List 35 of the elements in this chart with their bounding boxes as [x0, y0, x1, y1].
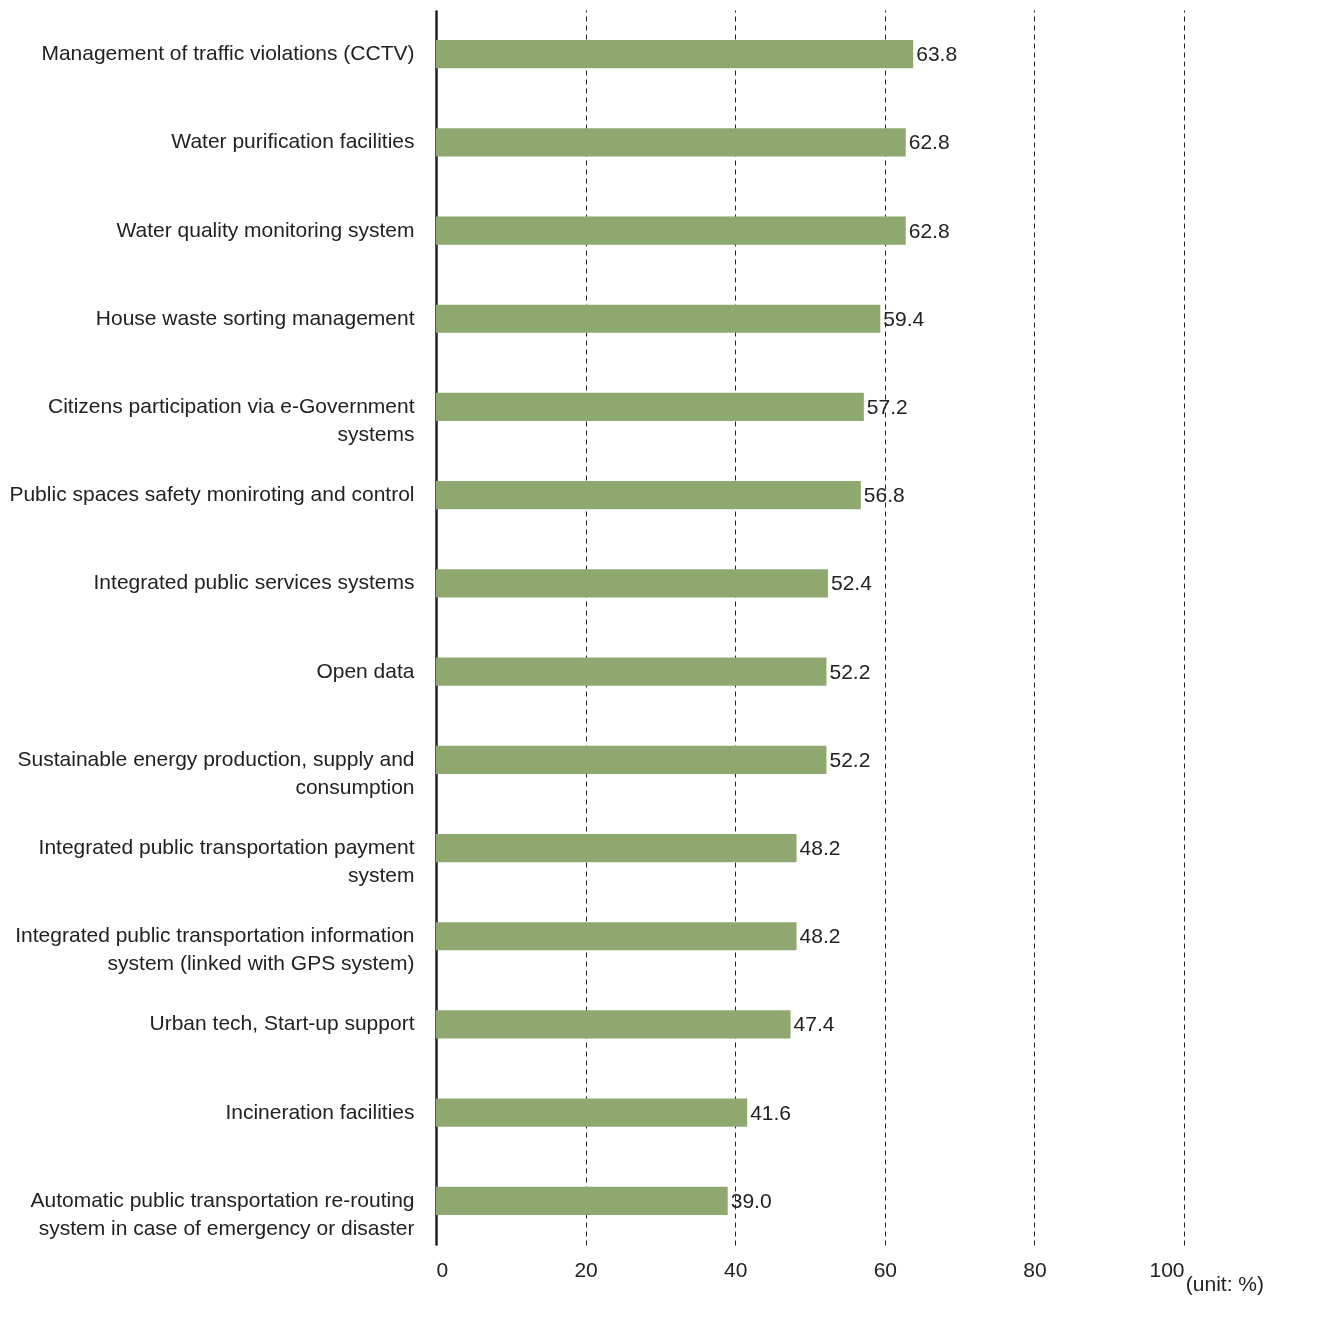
y-tick-label: Urban tech, Start-up support: [149, 1011, 415, 1035]
x-tick-label: 40: [724, 1257, 748, 1281]
x-tick-label: 100: [1149, 1257, 1185, 1281]
y-tick-label: Incineration facilities: [225, 1099, 415, 1123]
data-label: 56.8: [863, 483, 905, 507]
data-label: 47.4: [793, 1012, 835, 1036]
y-tick-label: Water purification facilities: [171, 129, 415, 153]
data-label: 62.8: [908, 130, 950, 154]
data-label: 62.8: [908, 218, 950, 242]
data-label: 39.0: [730, 1188, 772, 1212]
data-label: 48.2: [799, 924, 841, 948]
y-tick-label: Citizens participation via e-Government systems: [48, 393, 415, 445]
data-label: 41.6: [750, 1100, 792, 1124]
data-label: 63.8: [916, 42, 958, 66]
data-label: 52.2: [829, 659, 871, 683]
y-tick-label: Integrated public transportation payment system: [38, 835, 415, 887]
y-tick-label: Public spaces safety moniroting and control: [9, 482, 415, 506]
y-tick-label: Open data: [316, 658, 415, 682]
data-label: 52.4: [830, 571, 873, 595]
x-tick-label: 0: [436, 1257, 449, 1281]
y-tick-label: Water quality monitoring system: [116, 217, 415, 241]
x-tick-label: 20: [574, 1257, 598, 1281]
data-label: 57.2: [866, 394, 908, 418]
y-tick-label: Integrated public services systems: [93, 570, 415, 594]
y-tick-label: House waste sorting management: [95, 305, 415, 329]
y-tick-label: Integrated public transportation information system (linked with GPS system): [15, 923, 415, 975]
data-label: 59.4: [883, 306, 925, 330]
x-tick-label: 60: [873, 1257, 897, 1281]
y-tick-label: Sustainable energy production, supply and consumption: [17, 746, 415, 798]
text: (unit: %): [1185, 1272, 1264, 1295]
x-tick-label: 80: [1023, 1257, 1047, 1281]
data-label: 48.2: [799, 836, 841, 860]
y-tick-label: Automatic public transportation re-routing system in case of emergency or disaster: [30, 1187, 415, 1239]
y-tick-label: Management of traffic violations (CCTV): [41, 41, 415, 65]
data-label: 52.2: [829, 747, 871, 771]
